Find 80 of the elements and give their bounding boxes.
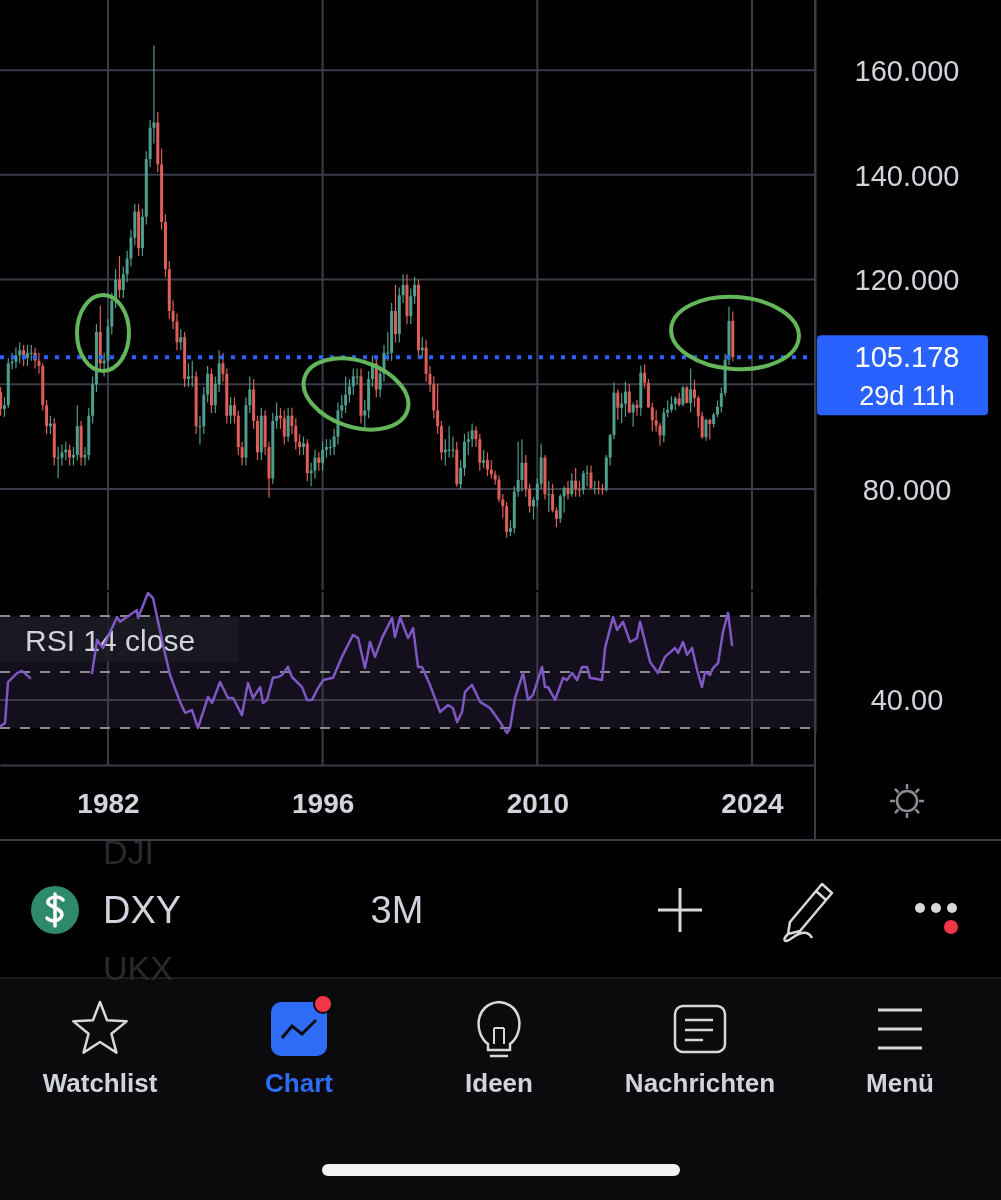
candlestick [56,446,60,479]
candlestick [715,399,719,418]
candlestick [286,407,290,443]
candlestick [451,436,455,459]
candlestick [459,459,463,490]
candlestick [470,422,474,448]
candlestick [436,383,440,435]
candlestick [409,287,413,325]
text: 29d 11h [859,380,955,411]
candlestick [413,276,417,305]
candlestick [301,436,305,456]
candlestick [324,438,328,459]
y-tick-label: 160.000 [854,54,960,87]
candlestick [585,464,589,487]
candlestick [232,396,236,425]
candlestick [662,407,666,443]
text: Nachrichten [624,1068,776,1099]
candlestick [692,378,696,408]
candlestick [68,443,72,466]
candlestick [704,418,708,442]
candlestick [554,506,558,528]
candlestick [547,480,551,513]
candlestick [627,383,631,414]
candlestick [351,367,355,396]
candlestick [531,496,535,520]
candlestick [321,441,325,472]
text: DXY [103,889,182,932]
candlestick [447,425,451,459]
candlestick [689,367,693,414]
x-tick-label: 1996 [291,787,355,819]
candlestick [282,409,286,446]
candlestick [317,451,321,472]
candlestick [528,483,532,514]
candlestick [570,472,574,498]
candlestick [650,401,654,432]
x-tick-label: 2010 [506,787,569,819]
candlestick [623,381,627,418]
candlestick [0,386,3,417]
candlestick [635,399,639,417]
candlestick [2,396,6,418]
candlestick [589,464,593,490]
candlestick [708,418,712,440]
candlestick [566,480,570,501]
candlestick [179,328,183,351]
text: Ideen [465,1068,533,1099]
candlestick [117,255,121,299]
candlestick [551,483,555,514]
candlestick [497,475,501,503]
candlestick [186,362,190,388]
candlestick [45,399,49,435]
candlestick [520,438,524,493]
text: Menü [866,1068,934,1099]
candlestick [298,433,302,456]
candlestick [485,451,489,477]
text: Watchlist [42,1068,158,1099]
candlestick [206,365,210,404]
candlestick [643,363,647,390]
y-tick-label: 120.000 [854,264,960,297]
text: Chart [265,1068,334,1099]
candlestick [482,449,486,469]
candlestick [363,399,367,430]
candlestick [275,401,279,430]
candlestick [347,378,351,404]
candlestick [229,396,233,425]
candlestick [355,367,359,385]
text: 40.00 [870,684,944,717]
candlestick [681,385,685,407]
candlestick [616,388,620,421]
y-tick-label: 140.000 [854,159,960,192]
text: 3M [370,889,424,932]
candlestick [344,375,348,414]
x-tick-label: 2024 [721,787,785,819]
candlestick [620,392,624,424]
candlestick [393,284,397,343]
candlestick [631,401,635,428]
ref-line-label: 105.178 [854,341,960,374]
y-tick-label: 80.000 [862,473,952,506]
x-tick-label: 1982 [77,787,140,819]
candlestick [71,446,75,466]
candlestick [190,360,194,388]
